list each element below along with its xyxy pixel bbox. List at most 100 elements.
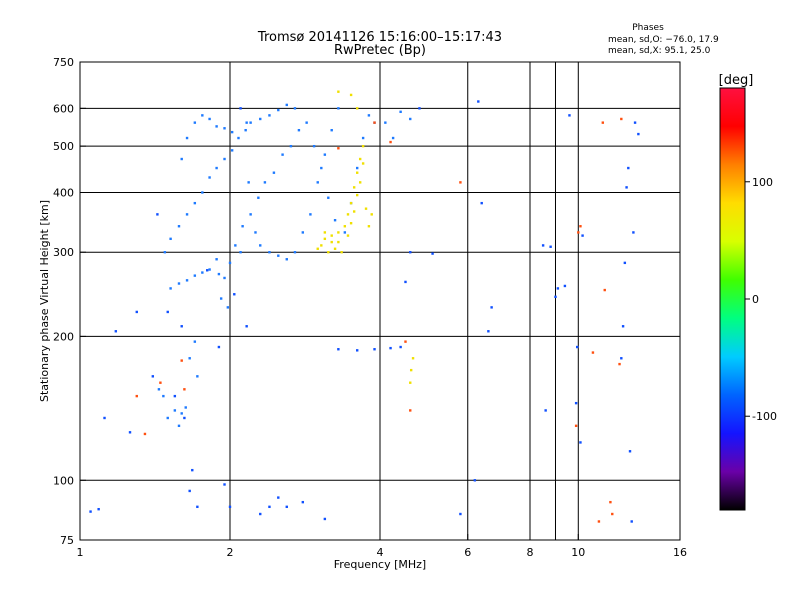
scatter-point xyxy=(215,166,218,170)
scatter-point xyxy=(183,388,186,391)
x-tick-label: 10 xyxy=(571,546,585,559)
scatter-point xyxy=(166,310,169,314)
scatter-point xyxy=(346,213,350,216)
scatter-point xyxy=(128,431,132,434)
scatter-point xyxy=(156,213,159,216)
scatter-point xyxy=(143,432,147,436)
colorbar-label: [deg] xyxy=(719,73,754,88)
scatter-point xyxy=(333,219,337,222)
scatter-point xyxy=(601,121,605,124)
scatter-point xyxy=(355,107,359,110)
x-tick-label: 1 xyxy=(77,546,84,559)
scatter-point xyxy=(618,362,621,366)
stats-line-o: mean, sd,O: −76.0, 17.9 xyxy=(608,35,719,45)
scatter-point xyxy=(320,244,323,247)
scatter-point xyxy=(621,325,625,328)
scatter-point xyxy=(259,117,262,121)
scatter-point xyxy=(346,234,350,237)
scatter-point xyxy=(285,103,288,107)
scatter-point xyxy=(480,201,483,205)
scatter-point xyxy=(183,416,186,420)
scatter-point xyxy=(411,357,415,360)
scatter-point xyxy=(215,258,218,261)
scatter-point xyxy=(177,282,181,285)
scatter-point xyxy=(337,90,340,93)
colorbar-ticks: 100 0 -100 xyxy=(745,176,777,423)
scatter-point xyxy=(228,505,232,509)
scatter-point xyxy=(169,237,172,241)
scatter-point xyxy=(625,186,628,189)
scatter-point xyxy=(352,210,356,213)
scatter-point xyxy=(349,201,353,205)
scatter-point xyxy=(399,110,402,114)
scatter-point xyxy=(544,409,547,412)
scatter-point xyxy=(591,351,595,354)
scatter-point xyxy=(97,507,100,511)
y-axis-label: Stationary phase Virtual Height [km] xyxy=(38,200,51,402)
scatter-point xyxy=(184,406,187,409)
scatter-point xyxy=(361,136,365,140)
scatter-point xyxy=(579,225,582,228)
scatter-point xyxy=(361,144,365,148)
grid-lines xyxy=(80,62,680,540)
scatter-point xyxy=(409,117,412,121)
scatter-point xyxy=(201,191,204,194)
scatter-point xyxy=(208,176,211,179)
scatter-point xyxy=(373,348,376,351)
scatter-point xyxy=(620,117,623,121)
scatter-point xyxy=(193,121,197,124)
scatter-point xyxy=(343,231,347,234)
scatter-point xyxy=(163,251,167,254)
scatter-point xyxy=(188,357,191,360)
scatter-point xyxy=(230,130,234,134)
scatter-point xyxy=(241,225,244,228)
scatter-point xyxy=(188,489,191,493)
scatter-point xyxy=(234,244,237,247)
scatter-point xyxy=(320,166,323,170)
scatter-point xyxy=(285,258,288,261)
scatter-point xyxy=(277,496,280,499)
scatter-point xyxy=(268,114,271,117)
scatter-point xyxy=(355,171,359,174)
scatter-point xyxy=(574,424,578,428)
scatter-point xyxy=(180,157,183,161)
y-tick-label: 750 xyxy=(53,56,74,69)
scatter-point xyxy=(162,394,165,398)
scatter-point xyxy=(409,251,412,254)
scatter-point xyxy=(89,510,92,513)
scatter-point xyxy=(166,416,169,420)
scatter-point xyxy=(563,284,567,288)
scatter-point xyxy=(230,149,234,152)
scatter-point xyxy=(249,213,252,216)
scatter-point xyxy=(323,237,327,241)
scatter-point xyxy=(355,193,359,197)
scatter-point xyxy=(301,500,305,504)
scatter-point xyxy=(459,181,462,184)
scatter-point xyxy=(249,121,252,124)
scatter-point xyxy=(312,144,316,148)
scatter-point xyxy=(254,231,257,234)
scatter-point xyxy=(404,340,407,343)
scatter-point xyxy=(268,251,271,254)
scatter-point xyxy=(237,136,240,140)
scatter-point xyxy=(173,409,177,412)
scatter-point xyxy=(228,261,232,265)
scatter-point xyxy=(293,251,297,254)
chart-title: Tromsø 20141126 15:16:00–15:17:43 xyxy=(257,30,502,45)
x-tick-label: 16 xyxy=(673,546,687,559)
x-axis-ticks: 1 2 4 6 8 10 16 xyxy=(77,534,687,559)
y-tick-label: 300 xyxy=(53,246,74,259)
scatter-point xyxy=(281,153,284,156)
scatter-point xyxy=(490,306,493,309)
scatter-point xyxy=(114,330,118,333)
scatter-point xyxy=(177,225,181,228)
scatter-point xyxy=(272,171,276,174)
scatter-point xyxy=(208,268,211,271)
chart-subtitle: RwPretec (Bp) xyxy=(334,43,426,58)
stats-heading: Phases xyxy=(632,23,664,33)
scatter-point xyxy=(340,251,343,254)
scatter-point xyxy=(193,274,197,277)
scatter-point xyxy=(185,136,189,140)
scatter-point xyxy=(323,517,327,521)
